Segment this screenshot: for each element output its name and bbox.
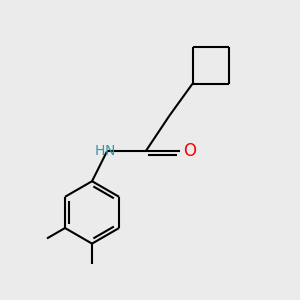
Text: H: H [94,145,104,158]
Text: O: O [183,142,196,160]
Text: N: N [104,145,115,158]
